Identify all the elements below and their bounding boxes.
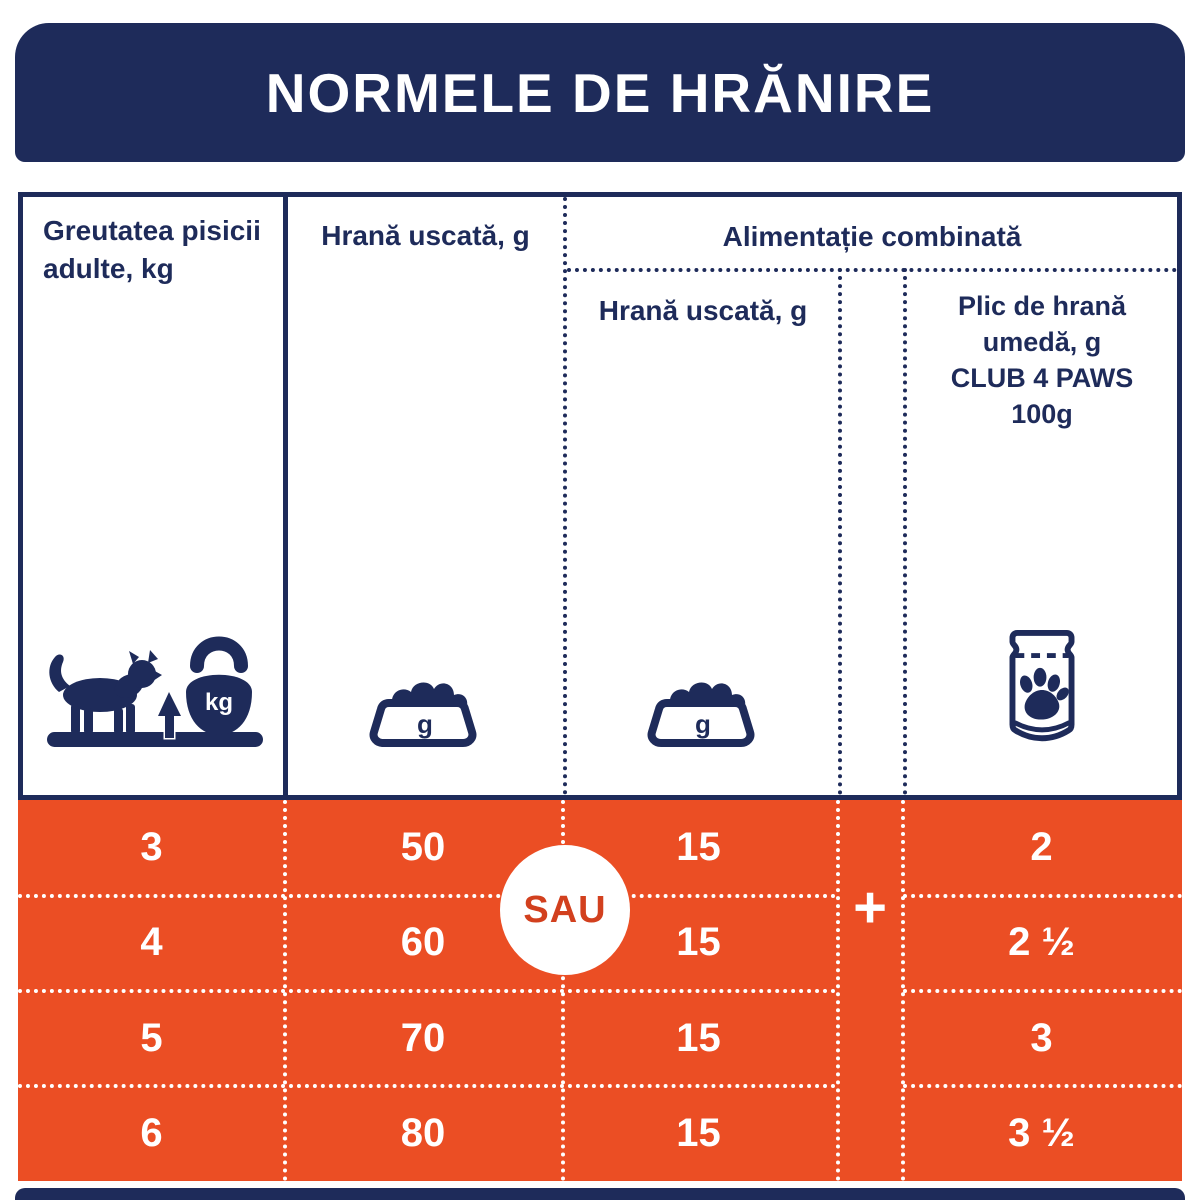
combined-food-bowl-icon: g	[647, 676, 759, 748]
dry-bowl-g-label: g	[417, 709, 433, 739]
dry-food-bowl-icon: g	[369, 676, 481, 748]
combined-bowl-g-label: g	[695, 709, 711, 739]
cell-combodry-r4: 15	[676, 1110, 721, 1155]
wet-subheader-line-2: umedă, g	[982, 327, 1102, 357]
divider-combined-header	[567, 268, 1177, 272]
cell-combodry-r2: 15	[676, 920, 721, 965]
cell-weight-r4: 6	[140, 1110, 163, 1155]
or-label: SAU	[523, 888, 607, 931]
cell-combodry-r1: 15	[676, 825, 721, 870]
table-data-zone: 3 50 15 2 4 60 15 2 ½ 5 70 15 3 6 80 15 …	[18, 800, 1182, 1181]
cell-dry-r1: 50	[400, 825, 446, 870]
paw-print-icon	[1020, 667, 1069, 720]
divider-dry-vs-combined	[563, 197, 567, 795]
page-title: NORMELE DE HRĂNIRE	[265, 61, 935, 124]
dry-food-bowl-svg: g	[369, 682, 477, 747]
cat-weight-scale-svg: kg	[47, 636, 263, 747]
data-divider-row2-left	[18, 989, 836, 993]
cell-weight-r3: 5	[140, 1015, 163, 1060]
data-divider-col3	[836, 800, 840, 1181]
data-divider-row1-left	[18, 894, 836, 898]
divider-combined-wet	[903, 268, 907, 795]
cell-weight-r2: 4	[140, 920, 163, 965]
cell-combodry-r3: 15	[676, 1015, 721, 1060]
table-header-zone: Greutatea pisicii adulte, kg Hrană uscat…	[18, 192, 1182, 800]
wet-food-pouch-icon	[997, 628, 1087, 754]
header-banner: NORMELE DE HRĂNIRE	[15, 23, 1185, 162]
combined-dry-subheader: Hrană uscată, g	[598, 295, 808, 326]
cell-combowet-r2: 2 ½	[1008, 920, 1075, 965]
data-divider-row1-right	[903, 894, 1182, 898]
data-divider-row2-right	[903, 989, 1182, 993]
data-divider-row3-left	[18, 1084, 836, 1088]
cell-combowet-r3: 3	[1030, 1015, 1053, 1060]
cell-dry-r2: 60	[400, 920, 446, 965]
cell-dry-r3: 70	[400, 1015, 446, 1060]
wet-subheader-line-4: 100g	[1011, 399, 1073, 429]
cell-spacer-r4	[836, 1086, 901, 1181]
combined-food-bowl-svg: g	[647, 682, 755, 747]
wet-subheader-line-1: Plic de hrană	[957, 291, 1127, 321]
cell-weight-r1: 3	[140, 825, 163, 870]
cell-combowet-r1: 2	[1030, 825, 1053, 870]
weight-column-header: Greutatea pisicii adulte, kg	[43, 215, 261, 284]
kettlebell-kg-label: kg	[205, 689, 233, 716]
data-divider-row3-right	[903, 1084, 1182, 1088]
data-grid: 3 50 15 2 4 60 15 2 ½ 5 70 15 3 6 80 15 …	[18, 800, 1182, 1181]
wet-pouch-subheader: Plic de hrană umedă, g CLUB 4 PAWS 100g	[907, 288, 1177, 432]
cat-weight-scale-icon: kg	[45, 622, 265, 762]
wet-subheader-line-3: CLUB 4 PAWS	[950, 363, 1134, 393]
combined-feeding-header: Alimentație combinată	[722, 221, 1022, 252]
cell-combowet-r4: 3 ½	[1008, 1110, 1075, 1155]
divider-weight-column	[283, 197, 288, 795]
or-badge: SAU	[500, 845, 630, 975]
cell-spacer-r3	[836, 991, 901, 1086]
wet-food-pouch-svg	[1009, 629, 1075, 742]
bottom-banner-edge	[15, 1188, 1185, 1200]
divider-combined-dry	[838, 268, 842, 795]
plus-sign: +	[853, 875, 887, 940]
cell-dry-r4: 80	[400, 1110, 446, 1155]
dry-food-column-header: Hrană uscată, g	[321, 220, 530, 251]
